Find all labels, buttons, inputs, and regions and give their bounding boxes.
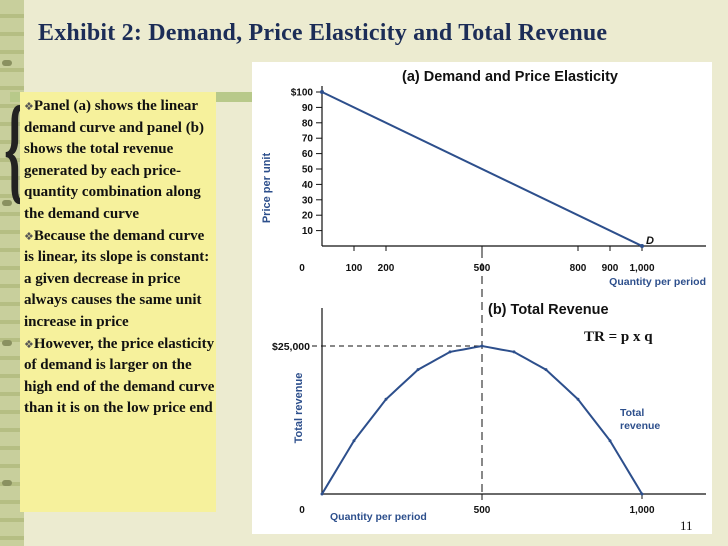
bracket-decoration: { [4,81,26,214]
panel-a-y-tick-label: 90 [302,103,314,114]
panel-b-x-tick-label: 1,000 [629,505,654,516]
bullet-list: ❖Panel (a) shows the linear demand curve… [24,96,216,420]
panel-a-x-tick-label: 0 [299,263,305,274]
panel-a-y-tick-label: 40 [302,180,314,191]
binder-ring [2,200,12,206]
bullet-box [20,92,216,512]
panel-b-title: (b) Total Revenue [488,302,609,318]
total-revenue-point [320,492,324,496]
total-revenue-point [416,368,420,372]
total-revenue-point [576,397,580,401]
demand-curve-point [320,90,324,94]
panel-a-title: (a) Demand and Price Elasticity [402,69,618,85]
panel-b-x-axis-label: Quantity per period [330,511,427,523]
demand-curve-line [321,91,643,247]
panel-a-x-tick-label: 1,000 [629,263,654,274]
tr-formula: TR = p x q [584,329,653,345]
panel-a-x-axis-label: Quantity per period [609,276,706,288]
total-revenue-point [608,439,612,443]
total-revenue-point [384,397,388,401]
total-revenue-point [640,492,644,496]
demand-curve-point [640,244,644,248]
panel-a-y-tick-label: 70 [302,134,314,145]
bullet-item: ❖However, the price elasticity of demand… [24,335,215,417]
bullet-item: ❖Panel (a) shows the linear demand curve… [24,98,205,222]
panel-a-y-tick-label: $100 [291,88,314,99]
diamond-bullet-icon: ❖ [24,337,34,351]
panel-a-y-tick-label: 30 [302,195,314,206]
total-revenue-point [544,368,548,372]
total-revenue-label-word: revenue [620,420,660,432]
slide-title: Exhibit 2: Demand, Price Elasticity and … [38,20,608,46]
total-revenue-curve-label: Total revenue [620,407,660,432]
binder-ring [2,60,12,66]
panel-a-y-tick-label: 60 [302,149,314,160]
total-revenue-point [480,344,484,348]
binder-ring [2,480,12,486]
diamond-bullet-icon: ❖ [24,229,34,243]
panel-a-y-axis-label: Price per unit [261,153,273,224]
total-revenue-point [512,350,516,354]
demand-curve-label: D [646,235,654,247]
diamond-bullet-icon: ❖ [24,100,34,113]
panel-b-y-tick-label: $25,000 [272,341,310,353]
bullet-item: ❖Because the demand curve is linear, its… [24,227,210,330]
panel-a-x-tick-label: 100 [346,263,363,274]
panel-a-y-tick-label: 80 [302,118,314,129]
total-revenue-point [448,350,452,354]
panel-b-x-tick-label: 0 [299,505,305,516]
panel-b-x-tick-label: 500 [474,505,491,516]
panel-a-y-tick-label: 20 [302,211,314,222]
panel-a-x-tick-label: 800 [570,263,587,274]
page-number: 11 [680,518,693,533]
panel-a-y-tick-label: 50 [302,165,314,176]
total-revenue-point [352,439,356,443]
panel-a-x-tick-label: 900 [602,263,619,274]
panel-b-y-axis-label: Total revenue [293,373,305,444]
panel-a-x-tick-label: 200 [378,263,395,274]
binder-ring [2,340,12,346]
panel-a-y-tick-label: 10 [302,226,314,237]
total-revenue-label-word: Total [620,407,644,419]
